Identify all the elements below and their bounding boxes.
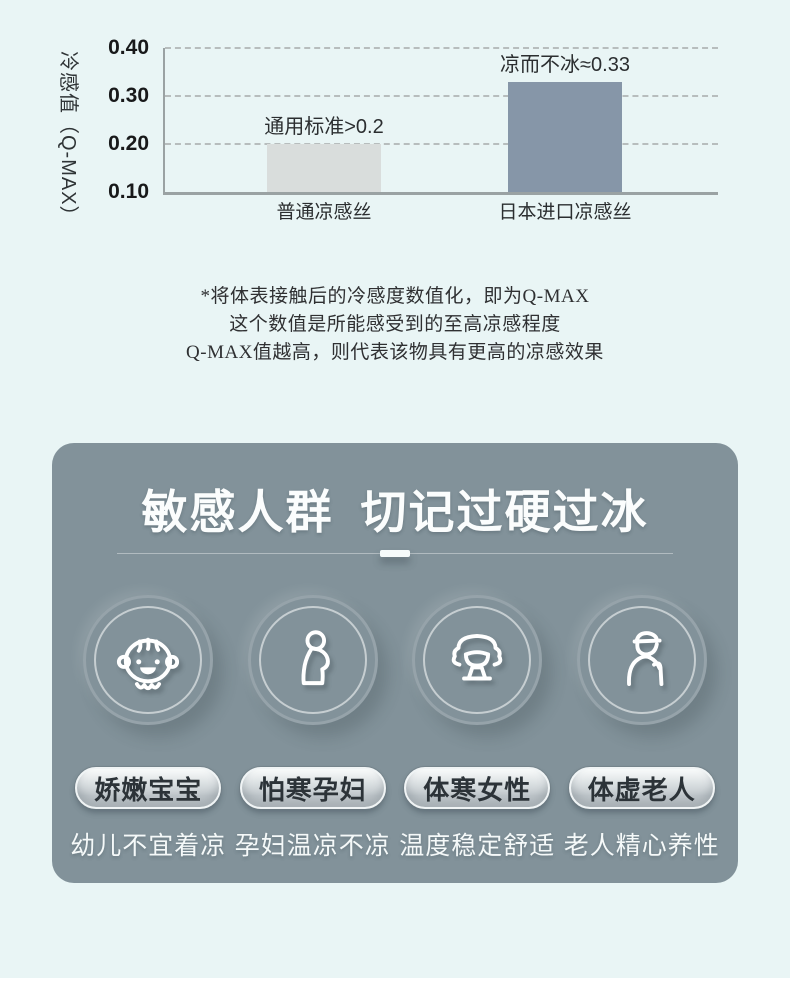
groups-row: 娇嫩宝宝幼儿不宜着凉 怕寒孕妇孕妇温凉不凉 体寒女性温度稳定舒适 体虚老人老人精心养性 [66, 595, 724, 862]
y-tick-label: 0.20 [108, 132, 149, 155]
y-tick-label: 0.30 [108, 84, 149, 107]
bar [267, 144, 381, 192]
bar-annotation: 通用标准>0.2 [264, 116, 384, 138]
bar [508, 81, 622, 192]
circle-ring-inner [423, 606, 532, 714]
group-pill: 体虚老人 [568, 767, 715, 809]
group-column: 娇嫩宝宝幼儿不宜着凉 [66, 595, 231, 862]
baby-icon [111, 623, 185, 697]
note-line: Q-MAX值越高，则代表该物具有更高的凉感效果 [186, 342, 604, 363]
note-line: *将体表接触后的冷感度数值化，即为Q-MAX [200, 286, 590, 307]
group-pill: 娇嫩宝宝 [75, 767, 222, 809]
grid-line [165, 47, 718, 49]
group-caption: 幼儿不宜着凉 [70, 833, 227, 860]
pregnant-woman-icon [276, 623, 350, 697]
grid-line [165, 143, 718, 145]
y-tick-label: 0.10 [108, 180, 149, 203]
qmax-bar-chart: 冷感值（Q-MAX） 0.40 0.30 0.20 0.10 通用标准>0.2 普通凉感丝… [0, 0, 790, 240]
circle-ring-outer [247, 595, 378, 725]
woman-icon [440, 623, 514, 697]
group-column: 怕寒孕妇孕妇温凉不凉 [231, 595, 396, 862]
chart-plot: 0.40 0.30 0.20 0.10 通用标准>0.2 普通凉感丝 凉而不冰≈0.33 日本… [108, 36, 718, 223]
circle-ring-inner [94, 606, 203, 714]
group-caption: 温度稳定舒适 [399, 833, 556, 860]
x-category-label: 日本进口凉感丝 [498, 202, 632, 223]
bottom-strip [0, 978, 790, 994]
group-caption: 老人精心养性 [563, 833, 720, 860]
circle-ring-inner [258, 606, 367, 714]
circle-ring-outer [412, 595, 543, 725]
group-column: 体寒女性温度稳定舒适 [395, 595, 560, 862]
title-divider-dash [380, 550, 410, 557]
elderly-man-icon [605, 623, 679, 697]
bar-annotation: 凉而不冰≈0.33 [500, 53, 630, 76]
y-axis-title: 冷感值（Q-MAX） [57, 51, 79, 227]
group-column: 体虚老人老人精心养性 [560, 595, 725, 862]
sensitive-groups-card: 敏感人群 切记过硬过冰 娇嫩宝宝幼儿不宜着凉 怕寒孕妇孕妇温凉不凉 体寒女性温度稳定… [52, 443, 738, 883]
note-line: 这个数值是所能感受到的至高凉感程度 [229, 314, 561, 335]
qmax-note: *将体表接触后的冷感度数值化，即为Q-MAX 这个数值是所能感受到的至高凉感程度… [0, 283, 790, 367]
group-caption: 孕妇温凉不凉 [234, 833, 391, 860]
circle-ring-outer [83, 595, 214, 725]
circle-ring-outer [576, 595, 707, 725]
circle-ring-inner [587, 606, 696, 714]
group-pill: 怕寒孕妇 [239, 767, 386, 809]
group-pill: 体寒女性 [404, 767, 551, 809]
card-title: 敏感人群 切记过硬过冰 [141, 487, 649, 538]
grid-line [165, 95, 718, 97]
x-category-label: 普通凉感丝 [276, 202, 372, 223]
y-tick-label: 0.40 [108, 36, 149, 59]
